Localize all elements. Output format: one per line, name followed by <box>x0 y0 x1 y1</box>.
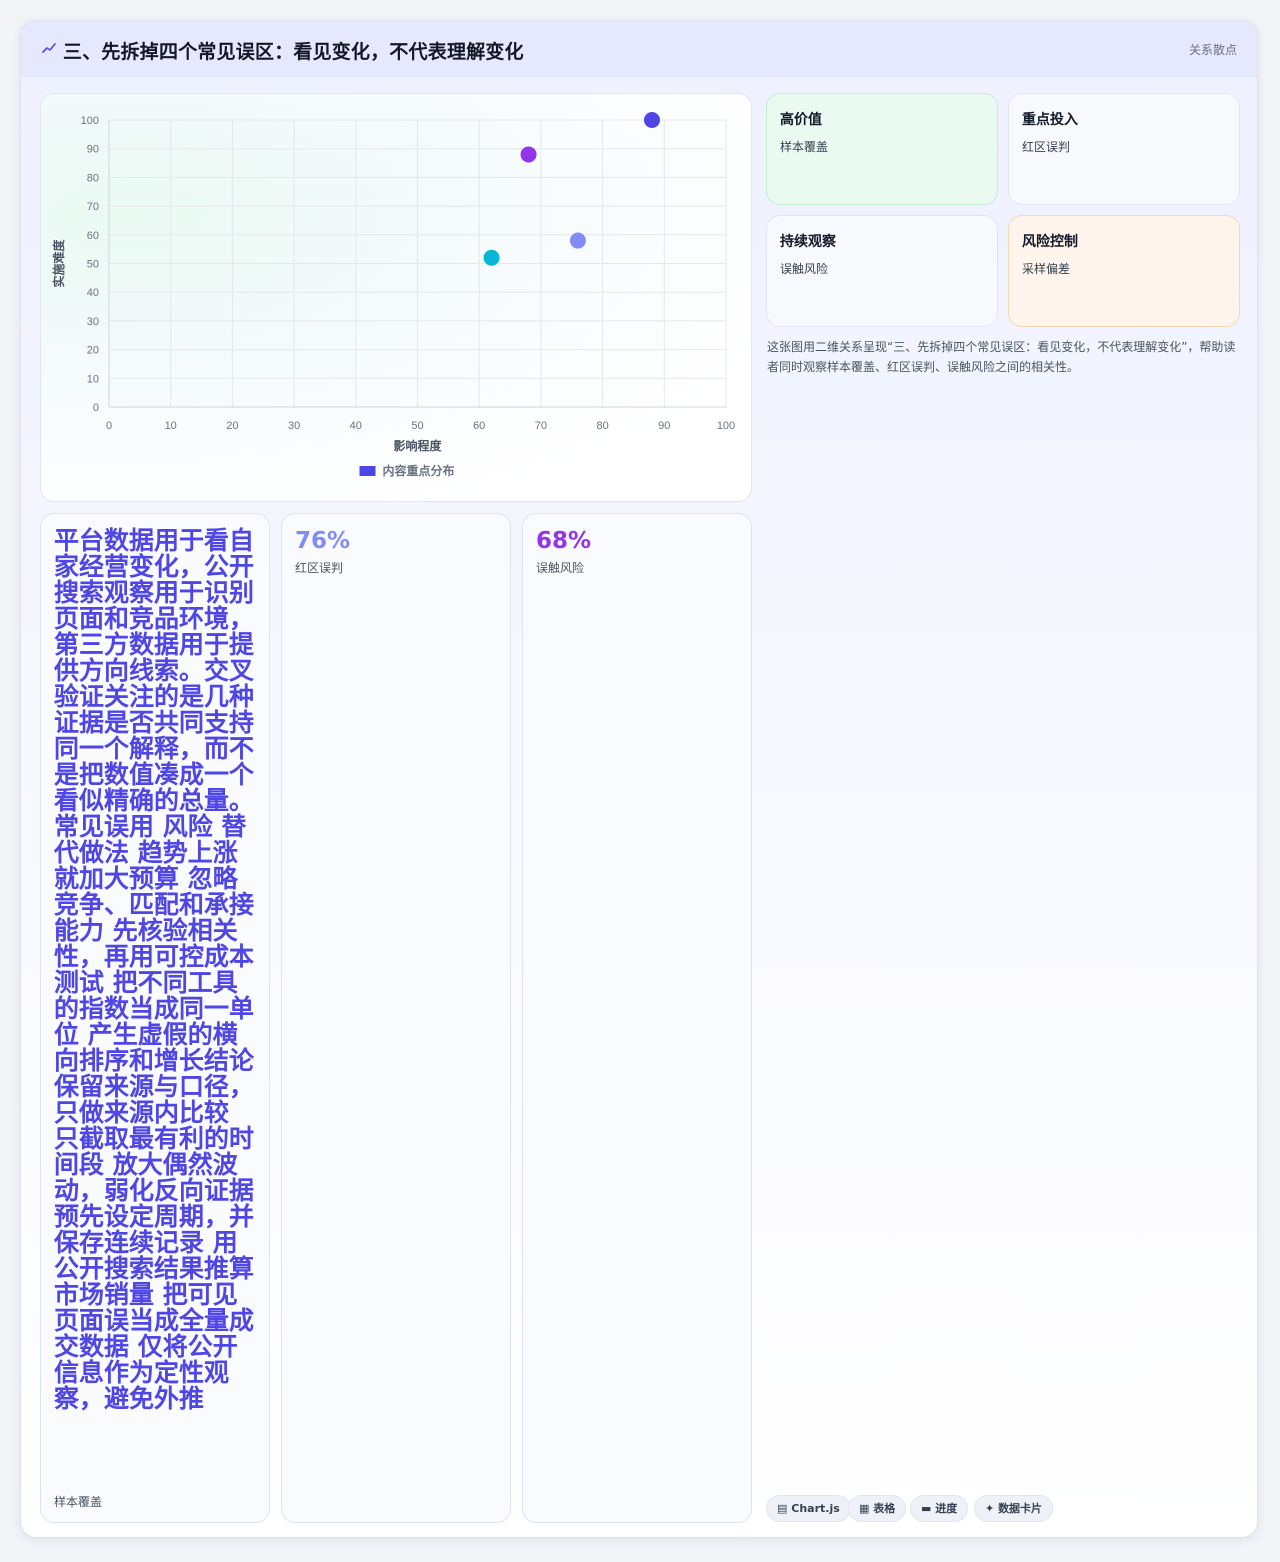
scatter-chart: 0 10 20 30 40 50 60 70 80 90 100 0 10 20 30 40 50 60 70 80 9… <box>40 93 752 502</box>
chip-table[interactable]: ▦ 表格 <box>848 1495 907 1522</box>
tile-title: 风险控制 <box>1022 234 1078 250</box>
tile-subtitle: 红区误判 <box>1022 140 1071 154</box>
y-tick-label: 100 <box>81 115 99 127</box>
stat-value: 76% <box>295 528 351 554</box>
scatter-chart-svg: 0 10 20 30 40 50 60 70 80 90 100 0 10 20 30 40 50 60 70 80 9… <box>51 112 735 478</box>
tile-title: 高价值 <box>780 112 822 128</box>
tile-subtitle: 样本覆盖 <box>780 140 829 154</box>
tile-subtitle: 误触风险 <box>780 262 829 276</box>
section-header: 三、先拆掉四个常见误区：看见变化，不代表理解变化 关系散点 <box>21 21 1257 77</box>
stat-panel-mistouch: 68% 误触风险 <box>522 513 752 1523</box>
chart-icon: ▤ <box>777 1502 788 1515</box>
tile-risk-control: 风险控制 采样偏差 <box>1008 215 1240 327</box>
y-tick-label: 0 <box>93 402 99 414</box>
x-tick-label: 0 <box>106 420 112 432</box>
content-card: 三、先拆掉四个常见误区：看见变化，不代表理解变化 关系散点 0 10 20 30 40 5… <box>20 20 1258 1538</box>
stat-value: 68% <box>536 528 592 554</box>
tile-high-value: 高价值 样本覆盖 <box>766 93 998 205</box>
tile-key-investment: 重点投入 红区误判 <box>1008 93 1240 205</box>
chip-data-card[interactable]: ✦ 数据卡片 <box>974 1495 1054 1522</box>
scatter-point <box>520 146 537 163</box>
scatter-point <box>643 112 660 128</box>
scatter-point <box>569 232 586 249</box>
y-tick-label: 20 <box>87 345 99 357</box>
stat-panel-red-zone: 76% 红区误判 <box>281 513 511 1523</box>
y-tick-label: 30 <box>87 316 99 328</box>
legend-swatch <box>359 466 376 476</box>
x-tick-label: 30 <box>288 420 300 432</box>
tile-keep-watching: 持续观察 误触风险 <box>766 215 998 327</box>
y-axis-label: 实施难度 <box>51 239 66 288</box>
tile-title: 重点投入 <box>1022 112 1078 128</box>
x-tick-label: 50 <box>411 420 423 432</box>
chip-label: 数据卡片 <box>998 1502 1043 1515</box>
chip-label: 进度 <box>935 1502 958 1515</box>
x-axis-label: 影响程度 <box>393 438 442 453</box>
trend-line-icon <box>42 43 56 53</box>
y-tick-label: 10 <box>87 373 99 385</box>
stat-label: 误触风险 <box>536 561 585 575</box>
chip-progress[interactable]: ▬ 进度 <box>910 1495 969 1522</box>
y-tick-label: 90 <box>87 144 99 156</box>
chip-label: Chart.js <box>791 1502 840 1515</box>
x-tick-label: 90 <box>658 420 670 432</box>
x-tick-label: 10 <box>165 420 177 432</box>
section-title: 三、先拆掉四个常见误区：看见变化，不代表理解变化 <box>63 41 524 63</box>
panel-label: 样本覆盖 <box>54 1495 103 1509</box>
x-tick-label: 80 <box>596 420 608 432</box>
progress-icon: ▬ <box>921 1502 932 1515</box>
x-tick-label: 70 <box>535 420 547 432</box>
text-panel: 平台数据用于看自家经营变化，公开搜索观察用于识别页面和竞品环境，第三方数据用于提… <box>40 513 270 1523</box>
scatter-point <box>483 249 500 266</box>
summary-text: 平台数据用于看自家经营变化，公开搜索观察用于识别页面和竞品环境，第三方数据用于提… <box>54 526 255 1413</box>
x-tick-label: 60 <box>473 420 485 432</box>
chart-type-badge: 关系散点 <box>1188 43 1237 57</box>
x-tick-label: 40 <box>350 420 362 432</box>
chart-description: 这张图用二维关系呈现“三、先拆掉四个常见误区：看见变化，不代表理解变化”，帮助读… <box>767 340 1236 374</box>
y-tick-label: 50 <box>87 259 99 271</box>
x-tick-label: 100 <box>717 420 735 432</box>
y-tick-label: 80 <box>87 172 99 184</box>
tile-title: 持续观察 <box>780 234 836 250</box>
table-icon: ▦ <box>859 1502 870 1515</box>
legend-label: 内容重点分布 <box>383 463 455 478</box>
y-tick-label: 60 <box>87 230 99 242</box>
y-tick-label: 70 <box>87 201 99 213</box>
x-tick-label: 20 <box>226 420 238 432</box>
chip-chartjs[interactable]: ▤ Chart.js <box>766 1495 851 1522</box>
sparkle-icon: ✦ <box>985 1502 995 1515</box>
stat-label: 红区误判 <box>295 561 344 575</box>
chip-label: 表格 <box>873 1502 896 1515</box>
y-tick-label: 40 <box>87 287 99 299</box>
tile-subtitle: 采样偏差 <box>1022 262 1071 276</box>
